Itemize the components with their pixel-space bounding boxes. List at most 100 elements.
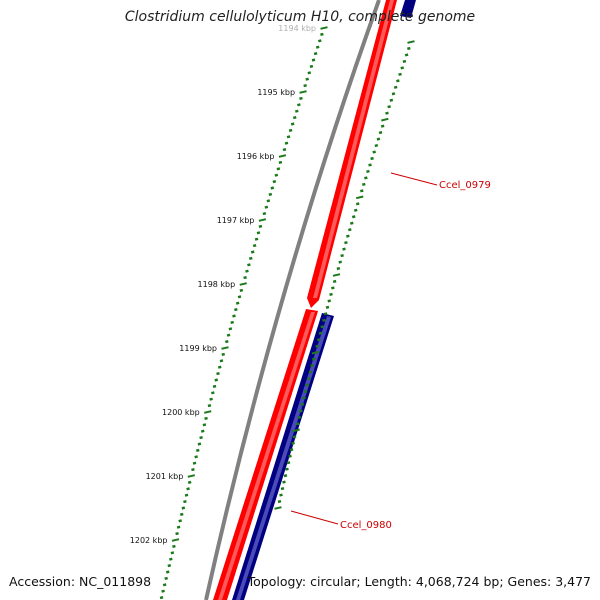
major-tick: [221, 346, 229, 350]
minor-tick: [359, 189, 364, 193]
minor-tick: [264, 205, 269, 209]
minor-tick: [224, 340, 229, 344]
minor-tick: [256, 231, 261, 235]
minor-tick: [204, 416, 208, 420]
genome-backbone-arc: [204, 0, 381, 600]
minor-tick: [258, 224, 263, 228]
major-tick: [278, 154, 287, 158]
minor-tick: [387, 105, 391, 109]
minor-tick: [348, 228, 352, 232]
minor-tick: [368, 163, 372, 167]
minor-tick: [297, 103, 301, 107]
minor-tick: [184, 493, 189, 497]
minor-tick: [237, 295, 242, 299]
minor-tick: [295, 109, 299, 113]
gene-label-ccel-0979[interactable]: Ccel_0979: [439, 180, 491, 191]
minor-tick: [197, 442, 202, 446]
minor-tick: [288, 454, 292, 458]
minor-tick: [307, 376, 311, 381]
scale-tick-track: 1194 kbp 1195 kbp 1196 kbp 1197 kbp 1198 kbp…: [130, 24, 328, 600]
minor-tick: [302, 396, 306, 400]
scale-tick-label: 1202 kbp: [130, 536, 168, 545]
minor-tick: [311, 357, 316, 361]
minor-tick: [290, 122, 295, 126]
minor-tick: [389, 98, 394, 102]
minor-tick: [292, 435, 297, 439]
track-feature-upper[interactable]: [400, 0, 416, 18]
minor-tick: [288, 128, 293, 132]
minor-tick: [181, 506, 186, 510]
minor-tick: [161, 589, 165, 593]
minor-tick: [318, 331, 323, 335]
minor-tick: [318, 39, 322, 43]
minor-tick: [270, 186, 275, 190]
minor-tick: [186, 487, 190, 491]
minor-tick: [202, 423, 207, 427]
minor-tick: [340, 254, 344, 258]
minor-tick: [274, 173, 279, 177]
minor-tick: [342, 247, 346, 251]
cds-ccel-0980-highlight: [218, 312, 315, 600]
minor-tick: [313, 52, 318, 56]
minor-tick: [228, 327, 233, 331]
gene-label-ccel-0980[interactable]: Ccel_0980: [340, 520, 392, 531]
minor-tick: [276, 167, 281, 171]
minor-tick: [278, 160, 283, 164]
minor-tick: [315, 344, 319, 348]
minor-tick: [323, 312, 328, 316]
minor-tick: [159, 596, 164, 600]
minor-tick: [396, 79, 400, 83]
minor-tick: [299, 96, 303, 100]
minor-tick: [164, 576, 168, 580]
minor-tick: [344, 241, 348, 245]
minor-tick: [230, 320, 234, 324]
major-tick: [171, 538, 180, 542]
minor-tick: [327, 299, 332, 303]
major-tick: [332, 273, 341, 277]
major-tick: [187, 474, 196, 478]
minor-tick: [268, 192, 273, 196]
minor-tick: [254, 237, 259, 241]
minor-tick: [349, 221, 354, 225]
minor-tick: [192, 461, 197, 465]
major-tick: [311, 350, 320, 355]
minor-tick: [285, 467, 289, 471]
minor-tick: [322, 318, 326, 322]
minor-tick: [214, 378, 219, 382]
minor-tick: [332, 279, 337, 284]
minor-tick: [219, 359, 224, 363]
minor-tick: [303, 84, 307, 88]
major-tick: [239, 282, 247, 286]
minor-tick: [307, 71, 312, 75]
major-tick: [299, 90, 307, 94]
scale-tick-label: 1195 kbp: [257, 88, 295, 97]
accession-text: Accession: NC_011898: [9, 574, 152, 589]
scale-tick-label: 1197 kbp: [217, 216, 255, 225]
minor-tick: [305, 383, 309, 387]
minor-tick: [311, 58, 316, 62]
major-tick: [320, 26, 328, 30]
minor-tick: [248, 256, 253, 260]
minor-tick: [364, 176, 368, 180]
minor-tick: [331, 286, 335, 290]
minor-tick: [295, 422, 300, 426]
minor-tick: [232, 314, 236, 318]
minor-tick: [338, 260, 343, 264]
minor-tick: [353, 208, 358, 212]
minor-tick: [297, 415, 302, 419]
cds-layer: [213, 0, 397, 600]
minor-tick: [194, 455, 198, 459]
minor-tick: [212, 384, 217, 388]
minor-tick: [320, 32, 324, 36]
major-tick: [381, 117, 389, 122]
minor-tick: [355, 202, 360, 206]
minor-tick: [282, 480, 286, 484]
major-tick: [407, 40, 415, 44]
minor-tick: [165, 570, 170, 574]
minor-tick: [239, 288, 244, 292]
minor-tick: [300, 402, 305, 407]
minor-tick: [372, 150, 376, 154]
minor-tick: [217, 365, 222, 369]
minor-tick: [178, 519, 182, 523]
